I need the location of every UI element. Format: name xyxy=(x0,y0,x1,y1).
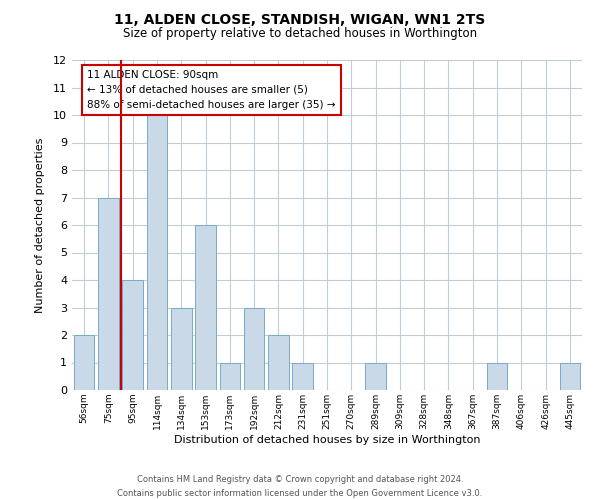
Bar xyxy=(220,362,240,390)
Bar xyxy=(560,362,580,390)
Bar xyxy=(487,362,508,390)
Text: 11 ALDEN CLOSE: 90sqm
← 13% of detached houses are smaller (5)
88% of semi-detac: 11 ALDEN CLOSE: 90sqm ← 13% of detached … xyxy=(88,70,336,110)
Bar xyxy=(365,362,386,390)
Bar xyxy=(122,280,143,390)
Bar xyxy=(268,335,289,390)
Bar xyxy=(195,225,216,390)
Y-axis label: Number of detached properties: Number of detached properties xyxy=(35,138,44,312)
Text: 11, ALDEN CLOSE, STANDISH, WIGAN, WN1 2TS: 11, ALDEN CLOSE, STANDISH, WIGAN, WN1 2T… xyxy=(115,12,485,26)
Bar xyxy=(98,198,119,390)
Text: Size of property relative to detached houses in Worthington: Size of property relative to detached ho… xyxy=(123,28,477,40)
Bar xyxy=(292,362,313,390)
Bar xyxy=(244,308,265,390)
X-axis label: Distribution of detached houses by size in Worthington: Distribution of detached houses by size … xyxy=(174,434,480,444)
Bar xyxy=(146,115,167,390)
Text: Contains HM Land Registry data © Crown copyright and database right 2024.
Contai: Contains HM Land Registry data © Crown c… xyxy=(118,476,482,498)
Bar xyxy=(74,335,94,390)
Bar xyxy=(171,308,191,390)
